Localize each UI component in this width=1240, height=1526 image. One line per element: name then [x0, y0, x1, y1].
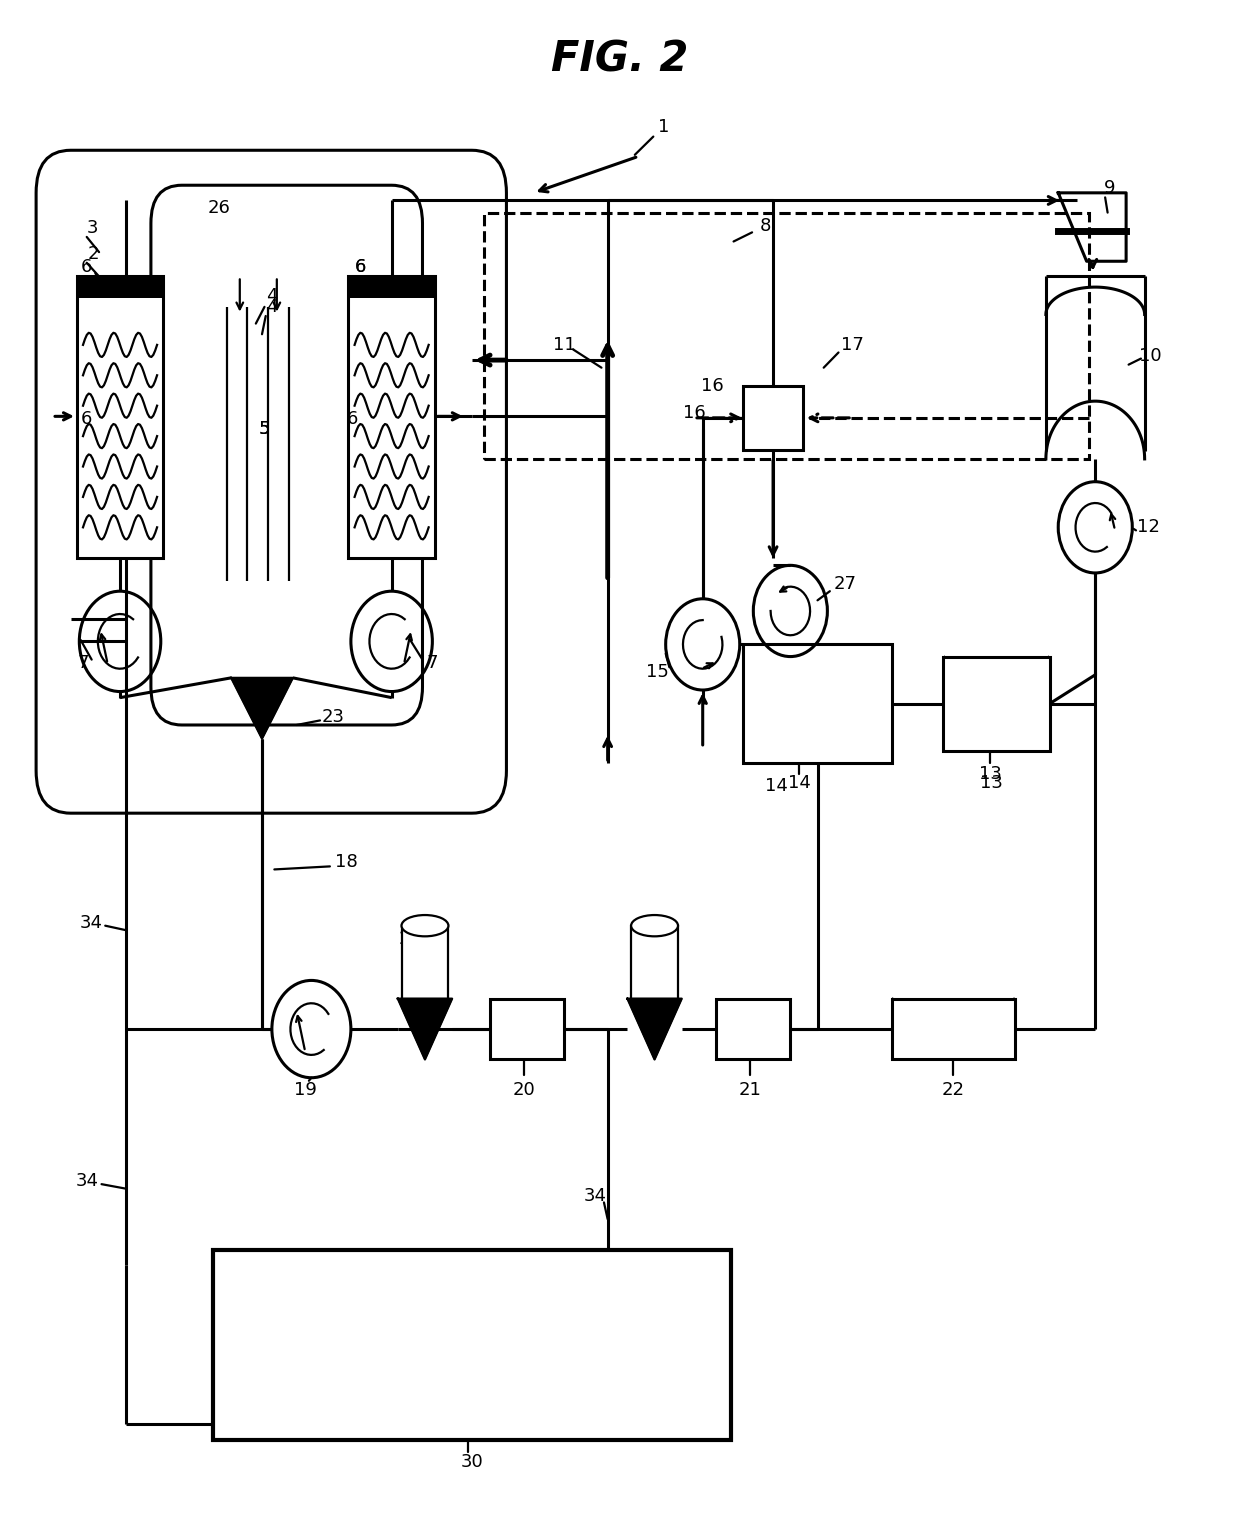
Text: 8: 8 [760, 217, 771, 235]
Bar [631, 926, 678, 998]
Text: 4: 4 [267, 287, 278, 305]
Text: 4: 4 [267, 298, 278, 316]
Text: FIG. 2: FIG. 2 [552, 38, 688, 79]
Text: 15: 15 [646, 662, 668, 681]
Bar [212, 1250, 732, 1439]
Text: 25: 25 [630, 931, 652, 948]
Text: 7: 7 [77, 653, 89, 671]
Text: 34: 34 [76, 1172, 98, 1190]
Text: 26: 26 [207, 198, 231, 217]
Bar [892, 998, 1016, 1059]
Text: 23: 23 [322, 708, 345, 726]
Text: 14: 14 [765, 777, 789, 795]
Text: 6: 6 [355, 258, 367, 276]
Bar [490, 998, 564, 1059]
Text: 19: 19 [294, 1080, 316, 1099]
Polygon shape [398, 998, 453, 1059]
Bar [402, 926, 449, 998]
Text: 14: 14 [787, 774, 811, 792]
Text: 22: 22 [942, 1080, 965, 1099]
Text: 21: 21 [738, 1080, 761, 1099]
Ellipse shape [631, 916, 678, 937]
Polygon shape [627, 998, 682, 1059]
Text: 6: 6 [346, 410, 358, 429]
Text: 9: 9 [1105, 179, 1116, 197]
Bar [484, 212, 1089, 459]
Text: 13: 13 [978, 765, 1002, 783]
Bar [717, 998, 790, 1059]
Text: 6: 6 [81, 258, 93, 276]
Bar [77, 276, 164, 557]
FancyBboxPatch shape [151, 185, 423, 725]
Bar [744, 644, 892, 763]
Text: 3: 3 [87, 218, 99, 237]
Text: 1: 1 [657, 119, 668, 136]
Text: 16: 16 [683, 404, 706, 423]
Text: 20: 20 [512, 1080, 536, 1099]
Text: 34: 34 [81, 914, 103, 932]
Text: 12: 12 [1137, 519, 1159, 536]
Text: 10: 10 [1140, 346, 1162, 365]
Text: 13: 13 [980, 774, 1003, 792]
Text: 6: 6 [355, 258, 367, 276]
Bar [348, 276, 435, 557]
Bar [348, 276, 435, 298]
Text: APPARATUS: APPARATUS [413, 1358, 531, 1376]
Text: 18: 18 [335, 853, 357, 871]
Text: 30: 30 [460, 1453, 484, 1471]
Text: 5: 5 [259, 420, 270, 438]
Text: 27: 27 [833, 575, 856, 592]
Text: 24: 24 [398, 931, 422, 948]
Text: 16: 16 [701, 377, 724, 395]
Text: 17: 17 [841, 336, 863, 354]
Bar [944, 656, 1049, 751]
Text: FILM FORMING: FILM FORMING [397, 1305, 547, 1323]
Text: 7: 7 [427, 653, 438, 671]
Ellipse shape [402, 916, 449, 937]
Bar [77, 276, 164, 298]
Text: 34: 34 [584, 1187, 606, 1206]
Text: 2: 2 [87, 244, 99, 262]
Polygon shape [231, 678, 293, 739]
Text: 5: 5 [259, 420, 270, 438]
Text: 11: 11 [553, 336, 575, 354]
Bar [744, 386, 802, 450]
FancyBboxPatch shape [36, 150, 506, 813]
Text: 6: 6 [81, 410, 93, 429]
